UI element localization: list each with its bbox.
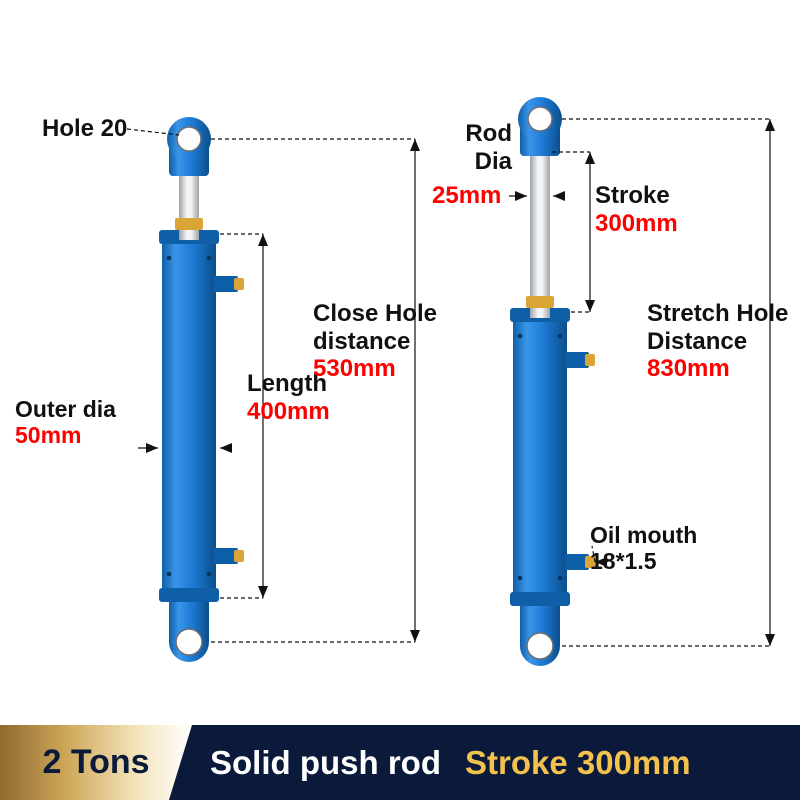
outer-dia-title: Outer dia <box>15 396 116 422</box>
tons-badge: 2 Tons <box>0 725 192 800</box>
stretch-value: 830mm <box>647 355 730 382</box>
oil-title: Oil mouth <box>590 522 697 548</box>
tons-label: 2 Tons <box>42 743 149 782</box>
stroke-title: Stroke <box>595 182 670 209</box>
left-cylinder <box>159 117 244 662</box>
length-value: 400mm <box>247 398 330 425</box>
close-value: 530mm <box>313 355 396 382</box>
close-title1: Close Hole <box>313 300 437 327</box>
hole-label: Hole 20 <box>42 115 127 143</box>
bar-stroke-label: Stroke 300mm <box>465 744 691 782</box>
rod-dia-value: 25mm <box>432 182 501 210</box>
bottom-bar: 2 Tons Solid push rod Stroke 300mm <box>0 725 800 800</box>
oil-value: 18*1.5 <box>590 548 657 574</box>
stroke-value: 300mm <box>595 210 678 237</box>
bar-navy: Solid push rod Stroke 300mm <box>164 725 800 800</box>
outer-dia-value: 50mm <box>15 422 81 448</box>
close-title2: distance <box>313 328 410 355</box>
rod-dia-title1: Rod <box>465 120 512 147</box>
bar-mid-label: Solid push rod <box>210 744 441 782</box>
rod-dia-title2: Dia <box>475 148 512 175</box>
stretch-title1: Stretch Hole <box>647 300 788 327</box>
stretch-title2: Distance <box>647 328 747 355</box>
right-cylinder <box>510 97 595 666</box>
